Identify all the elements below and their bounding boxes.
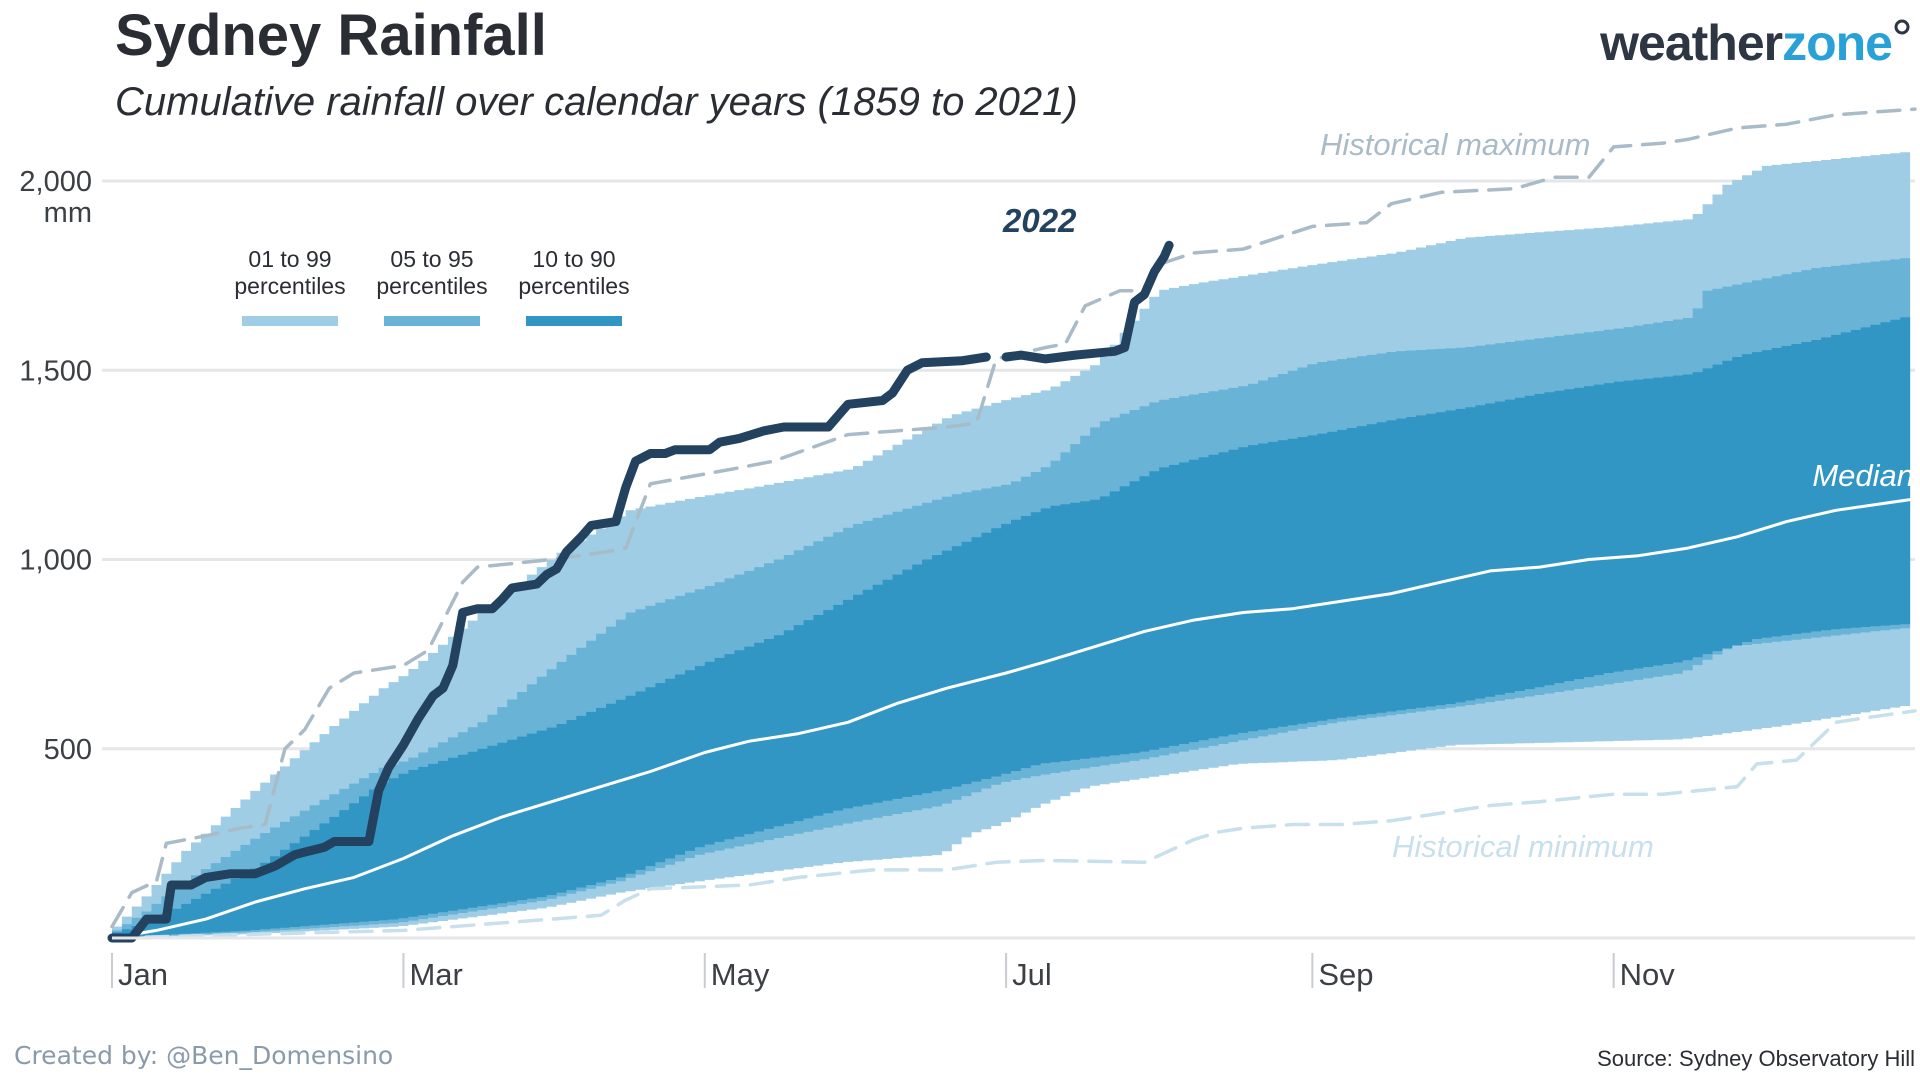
month-label-may: May — [711, 957, 770, 992]
legend-label-line2: percentiles — [518, 273, 629, 299]
y-tick-1000: 1,000 — [19, 545, 92, 577]
legend-label-line1: 01 to 99 — [248, 246, 331, 272]
series-lines — [107, 107, 1917, 943]
month-label-jan: Jan — [118, 957, 168, 992]
legend-label-line1: 05 to 95 — [390, 246, 473, 272]
y-tick-500: 500 — [44, 734, 92, 766]
y-unit-label: mm — [44, 197, 92, 229]
y-axis: 500 1,000 1,500 2,000 — [19, 166, 92, 766]
month-label-nov: Nov — [1620, 957, 1676, 992]
logo-degree-icon — [1894, 19, 1910, 35]
historical-max-line — [110, 107, 1917, 929]
month-label-mar: Mar — [409, 957, 462, 992]
year-2022-line — [107, 352, 991, 943]
legend-label-line2: percentiles — [234, 273, 345, 299]
source-text: Source: Sydney Observatory Hill — [1597, 1046, 1915, 1071]
historical-min-line — [110, 709, 1917, 940]
y-tick-2000: 2,000 — [19, 166, 92, 198]
historical-minimum-label: Historical minimum — [1392, 829, 1654, 864]
legend-label-line2: percentiles — [376, 273, 487, 299]
legend-swatch — [526, 316, 622, 326]
historical-maximum-label: Historical maximum — [1320, 127, 1590, 162]
logo-part2: zone — [1782, 15, 1892, 71]
month-label-sep: Sep — [1318, 957, 1373, 992]
chart-title: Sydney Rainfall — [115, 3, 547, 68]
band-10-90-percentile — [112, 314, 1911, 938]
logo-part1: weather — [1599, 15, 1783, 71]
legend-label-line1: 10 to 90 — [532, 246, 615, 272]
percentile-bands — [112, 151, 1911, 938]
legend-swatch — [242, 316, 338, 326]
median-label: Median — [1812, 458, 1914, 493]
credit-text: Created by: @Ben_Domensino — [14, 1041, 393, 1070]
x-axis: Jan Mar May Jul Sep Nov — [111, 936, 1915, 992]
year-2022-label: 2022 — [1002, 202, 1077, 239]
logo-text: weatherzone — [1599, 15, 1892, 71]
y-tick-1500: 1,500 — [19, 355, 92, 387]
year-2022-line-continued — [1001, 240, 1174, 364]
legend-swatch — [384, 316, 480, 326]
weatherzone-logo: weatherzone — [1599, 15, 1910, 71]
median-line — [110, 497, 1917, 940]
month-label-jul: Jul — [1012, 957, 1052, 992]
chart-subtitle: Cumulative rainfall over calendar years … — [115, 80, 1078, 124]
